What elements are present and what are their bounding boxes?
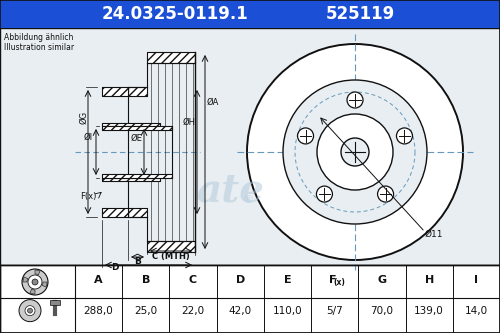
Circle shape bbox=[32, 279, 38, 285]
Circle shape bbox=[298, 128, 314, 144]
Text: 139,0: 139,0 bbox=[414, 306, 444, 316]
Wedge shape bbox=[30, 289, 35, 294]
Text: H: H bbox=[424, 275, 434, 285]
Circle shape bbox=[341, 138, 369, 166]
Circle shape bbox=[317, 114, 393, 190]
Text: 14,0: 14,0 bbox=[465, 306, 488, 316]
Text: 110,0: 110,0 bbox=[272, 306, 302, 316]
Text: Ø11: Ø11 bbox=[425, 229, 444, 238]
Text: D: D bbox=[111, 263, 119, 272]
Text: 5/7: 5/7 bbox=[326, 306, 343, 316]
Circle shape bbox=[22, 269, 48, 295]
Text: A: A bbox=[94, 275, 103, 285]
Text: 525119: 525119 bbox=[326, 5, 394, 23]
Circle shape bbox=[247, 44, 463, 260]
Text: E: E bbox=[284, 275, 292, 285]
Text: F: F bbox=[329, 275, 336, 285]
Circle shape bbox=[19, 300, 41, 322]
Text: 288,0: 288,0 bbox=[84, 306, 114, 316]
Polygon shape bbox=[147, 241, 195, 252]
Polygon shape bbox=[128, 87, 147, 96]
Circle shape bbox=[28, 308, 32, 313]
Circle shape bbox=[347, 92, 363, 108]
Circle shape bbox=[283, 80, 427, 224]
Text: I: I bbox=[474, 275, 478, 285]
Text: F(x): F(x) bbox=[80, 192, 96, 201]
Text: (x): (x) bbox=[334, 277, 345, 286]
Text: B: B bbox=[142, 275, 150, 285]
Bar bbox=[0, 265, 500, 333]
Polygon shape bbox=[102, 123, 160, 126]
Circle shape bbox=[25, 306, 35, 316]
Polygon shape bbox=[102, 178, 160, 181]
Polygon shape bbox=[102, 208, 128, 217]
Bar bbox=[0, 28, 500, 265]
Circle shape bbox=[316, 186, 332, 202]
Text: D: D bbox=[236, 275, 245, 285]
Circle shape bbox=[28, 275, 42, 289]
Text: ØI: ØI bbox=[84, 133, 92, 142]
Bar bbox=[0, 0, 500, 28]
Polygon shape bbox=[147, 52, 195, 63]
Text: 70,0: 70,0 bbox=[370, 306, 394, 316]
Circle shape bbox=[396, 128, 412, 144]
Circle shape bbox=[378, 186, 394, 202]
Wedge shape bbox=[23, 277, 28, 282]
Bar bbox=[50, 300, 60, 305]
Bar bbox=[0, 265, 500, 333]
Text: 24.0325-0119.1: 24.0325-0119.1 bbox=[102, 5, 248, 23]
Text: Illustration similar: Illustration similar bbox=[4, 43, 74, 52]
Polygon shape bbox=[102, 174, 172, 178]
Text: 42,0: 42,0 bbox=[228, 306, 252, 316]
Polygon shape bbox=[128, 208, 147, 217]
Text: C: C bbox=[189, 275, 197, 285]
Text: ØG: ØG bbox=[80, 111, 88, 124]
Wedge shape bbox=[35, 270, 40, 275]
Text: 22,0: 22,0 bbox=[182, 306, 204, 316]
Text: ØA: ØA bbox=[207, 98, 220, 107]
Text: ØH: ØH bbox=[183, 118, 196, 127]
Text: ØE: ØE bbox=[130, 134, 142, 143]
Polygon shape bbox=[102, 126, 172, 130]
Text: C (MTH): C (MTH) bbox=[152, 251, 190, 260]
Text: G: G bbox=[378, 275, 386, 285]
Text: B: B bbox=[134, 257, 141, 266]
Text: ®: ® bbox=[242, 195, 254, 205]
Text: Abbildung ähnlich: Abbildung ähnlich bbox=[4, 34, 73, 43]
Polygon shape bbox=[102, 87, 128, 96]
Text: ate: ate bbox=[196, 171, 264, 209]
Text: 25,0: 25,0 bbox=[134, 306, 158, 316]
Wedge shape bbox=[42, 282, 47, 287]
